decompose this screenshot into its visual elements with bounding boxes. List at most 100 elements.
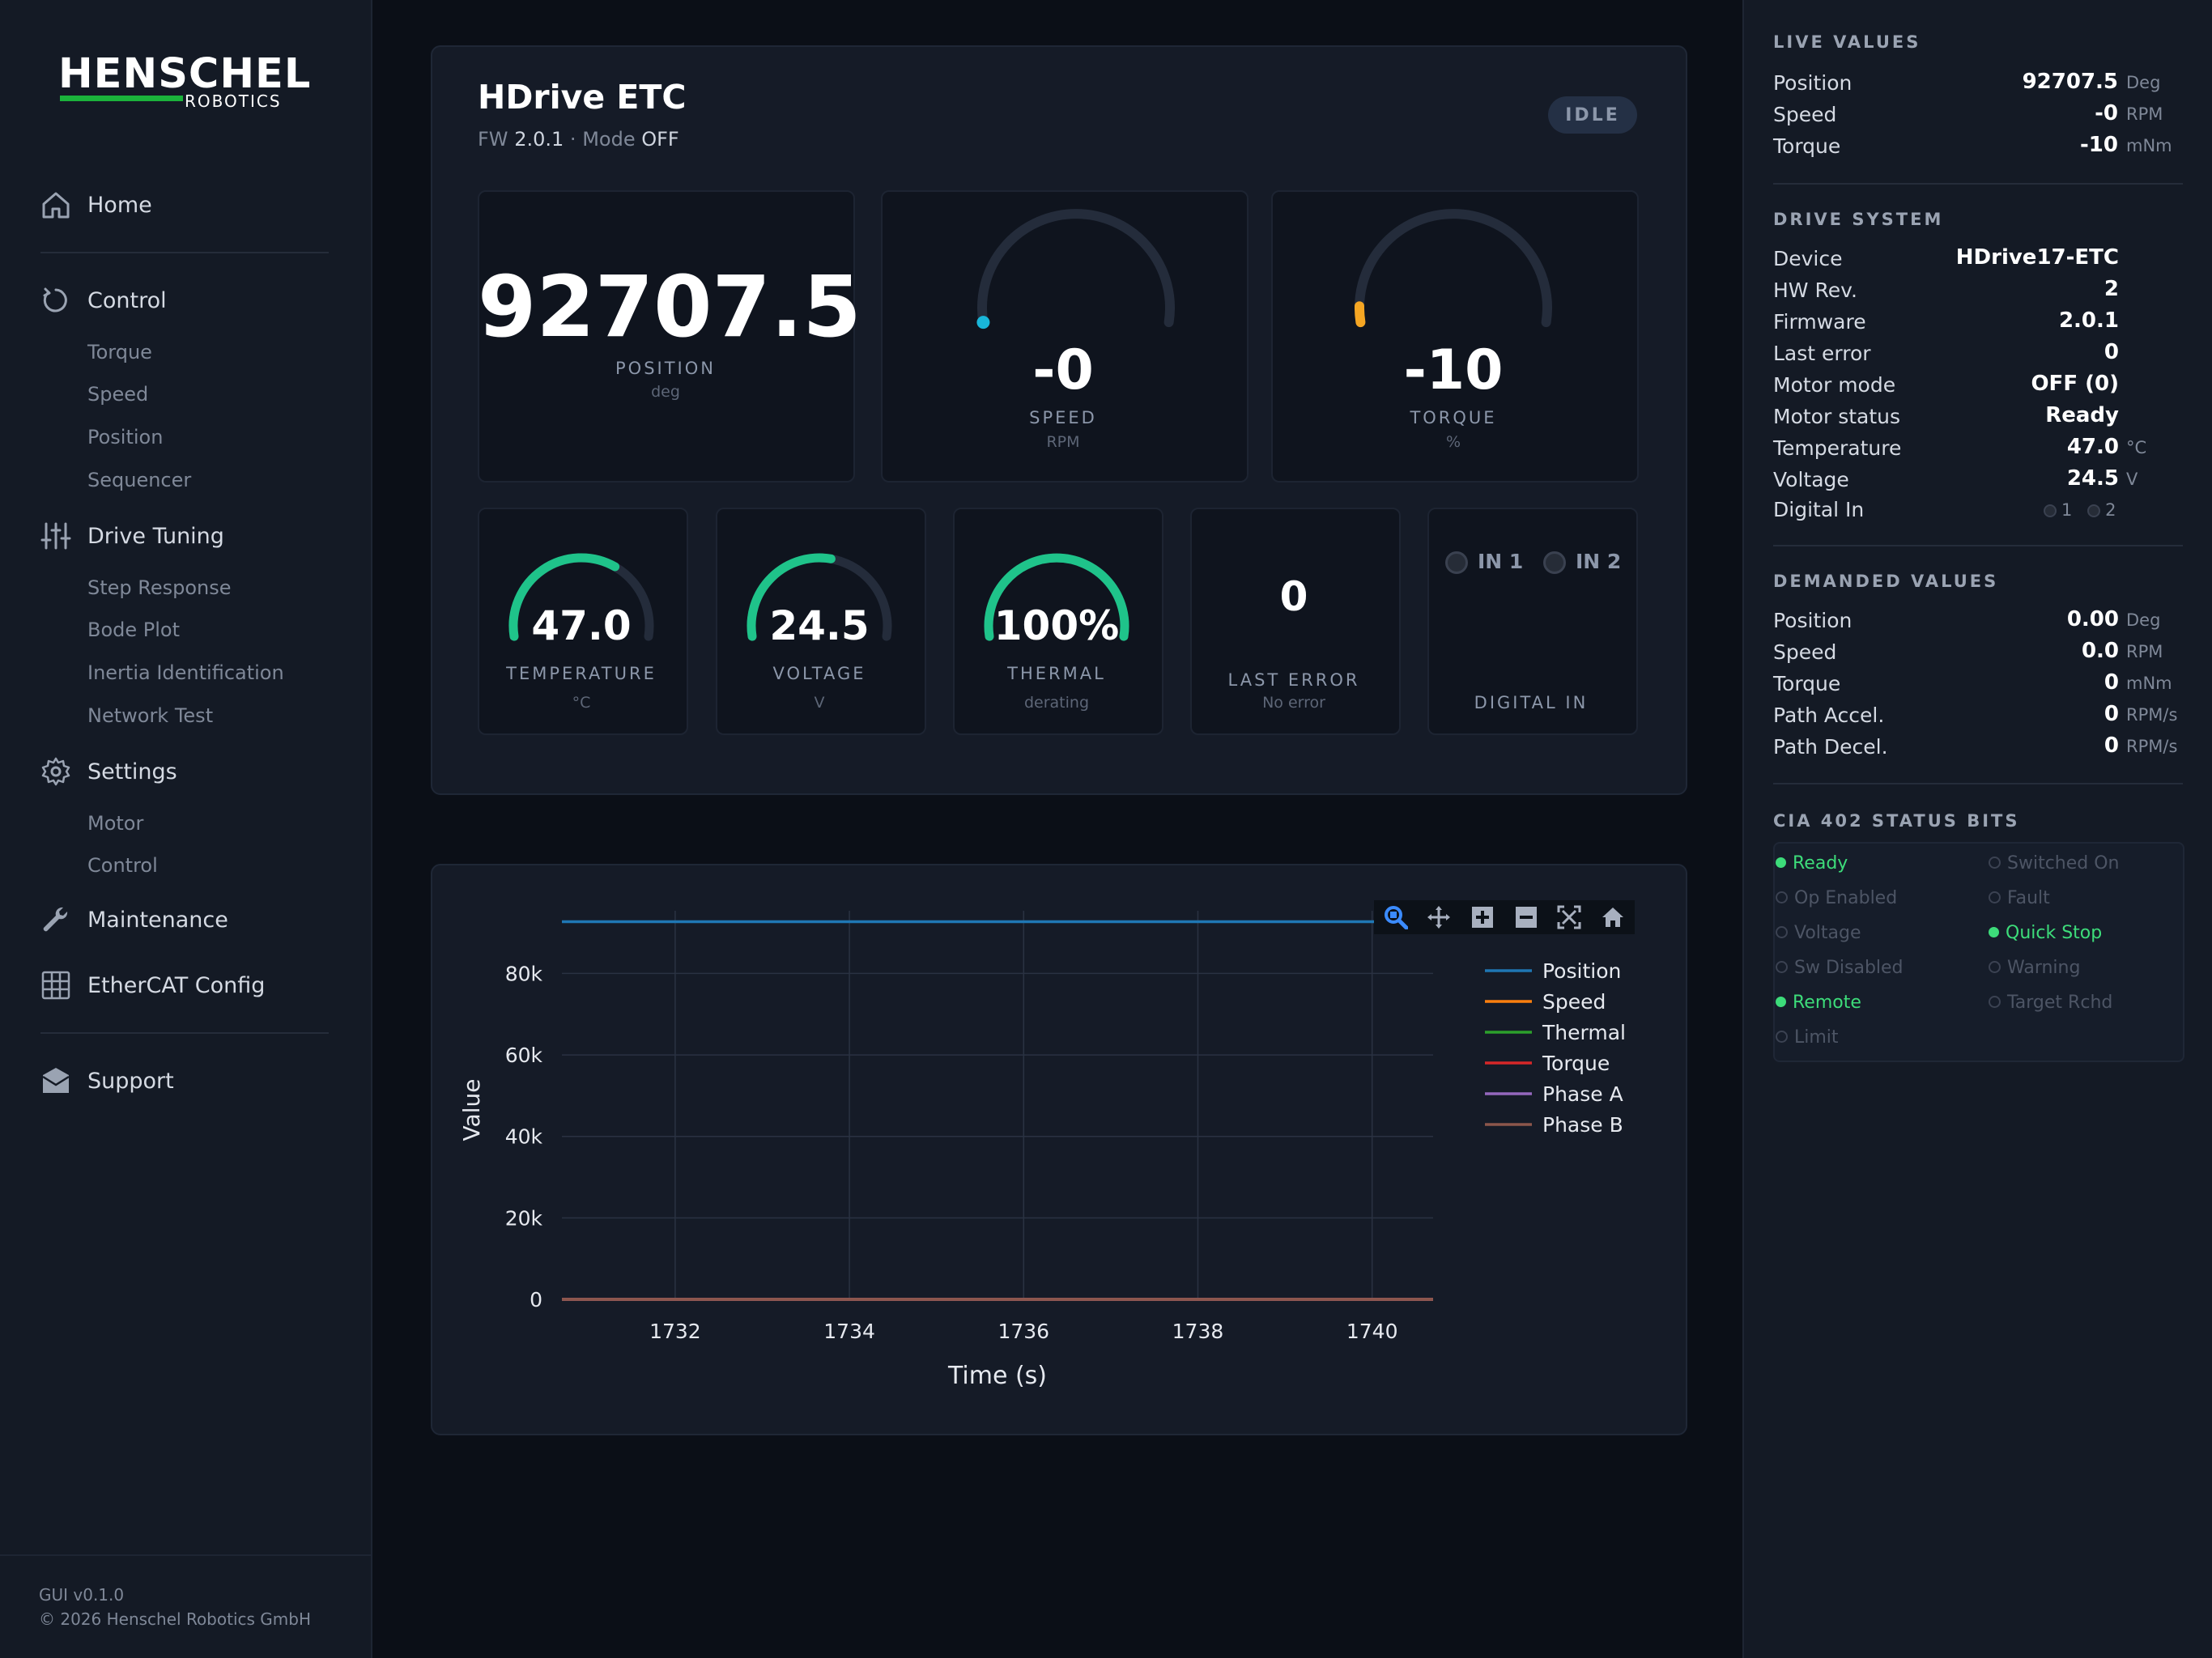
y-tick-label: 80k (505, 962, 543, 985)
nav-support[interactable]: Support (40, 1065, 174, 1096)
nav-home[interactable]: Home (40, 189, 152, 220)
reset-home-icon[interactable] (1599, 903, 1627, 931)
digital-in-1: IN 1 (1445, 550, 1523, 574)
drive-system-label: Firmware (1773, 310, 1866, 334)
live-value-value: 92707.5 (2022, 70, 2118, 94)
zoom-out-icon[interactable] (1512, 903, 1540, 931)
nav-sub-control[interactable]: Control (87, 854, 158, 877)
henschel-logo[interactable]: HENSCHEL ROBOTICS (57, 50, 310, 115)
demanded-value-label: Torque (1773, 672, 1841, 695)
status-bit-limit: Limit (1776, 1027, 1839, 1048)
legend-label-speed: Speed (1542, 990, 1606, 1014)
nav-control[interactable]: Control (40, 285, 167, 316)
nav-ethercat-config[interactable]: EtherCAT Config (40, 970, 265, 1001)
drive-system-value: OFF (0) (2031, 372, 2119, 396)
device-subtitle: FW 2.0.1 · Mode OFF (478, 128, 679, 151)
demanded-value-unit: RPM/s (2126, 705, 2178, 725)
demanded-value-unit: mNm (2126, 674, 2172, 693)
nav-ethercat-config-label: EtherCAT Config (87, 972, 266, 998)
demanded-value-label: Position (1773, 609, 1853, 632)
live-values-title: LIVE VALUES (1773, 32, 1921, 52)
speed-value: -0 (1032, 338, 1094, 402)
nav-sub-position[interactable]: Position (87, 426, 164, 449)
status-bit-fault: Fault (1989, 888, 2050, 908)
autoscale-icon[interactable] (1555, 903, 1583, 931)
drive-system-label: Motor mode (1773, 373, 1896, 397)
nav-maintenance-label: Maintenance (87, 907, 228, 933)
last-error-value: 0 (1279, 573, 1308, 620)
demanded-values-title: DEMANDED VALUES (1773, 572, 1999, 591)
zoom-icon[interactable] (1382, 903, 1410, 931)
nav-maintenance[interactable]: Maintenance (40, 904, 228, 935)
temperature-value: 47.0 (531, 602, 632, 649)
torque-value: -10 (1403, 338, 1504, 402)
drive-system-title: DRIVE SYSTEM (1773, 210, 1944, 229)
nav-divider (40, 252, 329, 253)
demanded-value-label: Path Accel. (1773, 704, 1885, 727)
drive-system-value: 47.0 (2066, 435, 2119, 459)
speed-tile (881, 190, 1249, 483)
section-divider (1773, 183, 2183, 185)
last-error-tile (1190, 508, 1401, 735)
telemetry-chart[interactable]: 1732 1734 1736 1738 1740 0 20k 40k 60k 80k Time (s… (431, 864, 1684, 1432)
live-value-unit: mNm (2126, 136, 2172, 155)
torque-tile (1271, 190, 1639, 483)
mail-icon (40, 1065, 71, 1096)
status-bit-switched-on: Switched On (1989, 853, 2120, 874)
position-unit: deg (651, 383, 680, 401)
nav-sub-sequencer[interactable]: Sequencer (87, 469, 192, 491)
drive-system-label: Motor status (1773, 405, 1901, 428)
drive-system-value: HDrive17-ETC (1955, 245, 2119, 270)
logo-wordmark: HENSCHEL (58, 50, 312, 98)
demanded-value-value: 0 (2104, 733, 2119, 758)
nav-sub-motor[interactable]: Motor (87, 812, 144, 835)
home-icon (40, 189, 71, 220)
footer-divider (0, 1554, 371, 1556)
drive-system-value: 2 (2104, 277, 2119, 301)
digital-in-row-label: Digital In (1773, 498, 1865, 521)
chart-card (431, 864, 1687, 1435)
x-tick-label: 1734 (823, 1320, 875, 1343)
y-tick-label: 60k (505, 1044, 543, 1067)
nav-divider (40, 1032, 329, 1034)
chart-toolbar (1374, 900, 1635, 934)
voltage-label: VOLTAGE (772, 664, 866, 683)
copyright: © 2026 Henschel Robotics GmbH (39, 1609, 311, 1629)
demanded-value-value: 0.00 (2066, 607, 2119, 631)
x-tick-label: 1736 (998, 1320, 1049, 1343)
digital-in-label: DIGITAL IN (1474, 693, 1589, 712)
cia-status-bits (1773, 842, 2184, 1062)
live-value-unit: Deg (2126, 73, 2161, 92)
nav-sub-inertia-identification[interactable]: Inertia Identification (87, 661, 284, 684)
demanded-value-unit: RPM/s (2126, 737, 2178, 756)
status-badge: IDLE (1548, 96, 1637, 134)
torque-label: TORQUE (1410, 408, 1497, 427)
last-error-label: LAST ERROR (1227, 670, 1360, 690)
status-bit-op-enabled: Op Enabled (1776, 888, 1897, 908)
device-title: HDrive ETC (478, 78, 687, 117)
right-panel (1742, 0, 2212, 1658)
digital-in-tile (1427, 508, 1638, 735)
speed-label: SPEED (1029, 408, 1097, 427)
nav-settings[interactable]: Settings (40, 756, 177, 787)
position-label: POSITION (615, 359, 716, 378)
nav-drive-tuning[interactable]: Drive Tuning (40, 521, 224, 551)
nav-sub-torque[interactable]: Torque (87, 341, 152, 363)
temperature-gauge (508, 553, 654, 641)
zoom-in-icon[interactable] (1469, 903, 1496, 931)
demanded-value-value: 0 (2104, 670, 2119, 695)
grid-icon (40, 970, 71, 1001)
nav-sub-bode-plot[interactable]: Bode Plot (87, 619, 181, 641)
drive-system-value: 0 (2104, 340, 2119, 364)
digital-in-indicators: 1 2 (2044, 500, 2116, 520)
live-value-unit: RPM (2126, 104, 2163, 124)
legend-label-torque: Torque (1542, 1052, 1610, 1075)
thermal-gauge (984, 553, 1129, 641)
drive-system-value: 2.0.1 (2058, 308, 2119, 333)
legend-label-position: Position (1542, 959, 1621, 983)
nav-sub-step-response[interactable]: Step Response (87, 576, 232, 599)
nav-sub-speed[interactable]: Speed (87, 383, 149, 406)
drive-system-label: Last error (1773, 342, 1871, 365)
nav-sub-network-test[interactable]: Network Test (87, 704, 214, 727)
pan-icon[interactable] (1425, 903, 1453, 931)
